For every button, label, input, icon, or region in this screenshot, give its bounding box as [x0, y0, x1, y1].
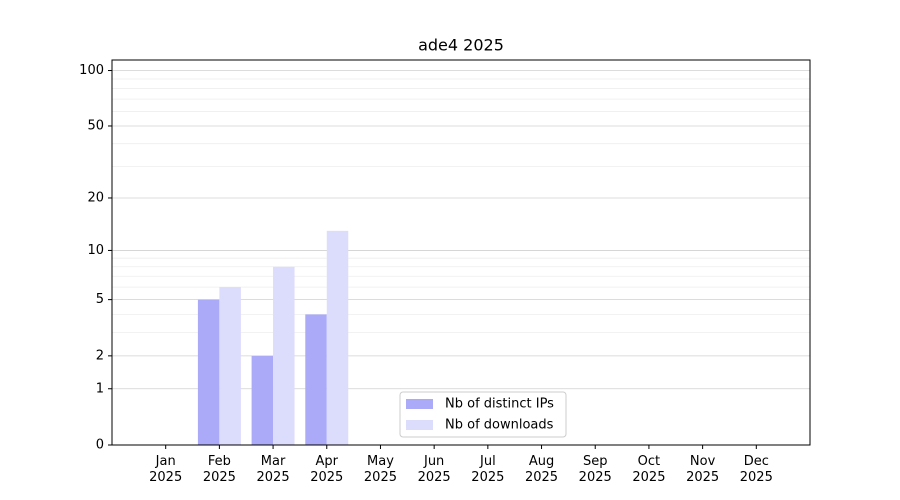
legend-swatch — [406, 420, 433, 430]
x-tick-label: Mar 2025 — [257, 454, 290, 485]
x-tick-label: Jan 2025 — [149, 454, 182, 485]
legend-label: Nb of downloads — [445, 418, 554, 433]
y-tick-label: 10 — [87, 243, 104, 258]
y-tick-label: 5 — [96, 292, 104, 307]
x-tick-label: Jun 2025 — [418, 454, 451, 485]
plot-frame — [111, 59, 811, 446]
y-tick-label: 0 — [96, 438, 104, 453]
legend-label: Nb of distinct IPs — [445, 397, 554, 412]
x-tick-label: Jul 2025 — [471, 454, 504, 485]
legend-box — [399, 391, 567, 438]
y-tick-label: 1 — [96, 381, 104, 396]
legend-swatch — [406, 399, 433, 409]
x-tick-label: Sep 2025 — [579, 454, 612, 485]
y-tick-label: 20 — [87, 190, 104, 205]
y-tick-label: 50 — [87, 118, 104, 133]
x-tick-label: Oct 2025 — [632, 454, 665, 485]
x-tick-label: Feb 2025 — [203, 454, 236, 485]
bar — [219, 287, 241, 445]
x-tick-label: May 2025 — [364, 454, 397, 485]
chart-title: ade4 2025 — [418, 36, 504, 55]
x-tick-label: Apr 2025 — [310, 454, 343, 485]
y-tick-label: 100 — [79, 63, 104, 78]
x-tick-label: Dec 2025 — [740, 454, 773, 485]
x-tick-label: Nov 2025 — [686, 454, 719, 485]
bar — [273, 266, 295, 445]
y-tick-label: 2 — [96, 348, 104, 363]
bar — [326, 230, 349, 445]
x-tick-label: Aug 2025 — [525, 454, 558, 485]
bar — [305, 314, 327, 445]
bar — [251, 355, 274, 445]
bar — [197, 299, 220, 445]
